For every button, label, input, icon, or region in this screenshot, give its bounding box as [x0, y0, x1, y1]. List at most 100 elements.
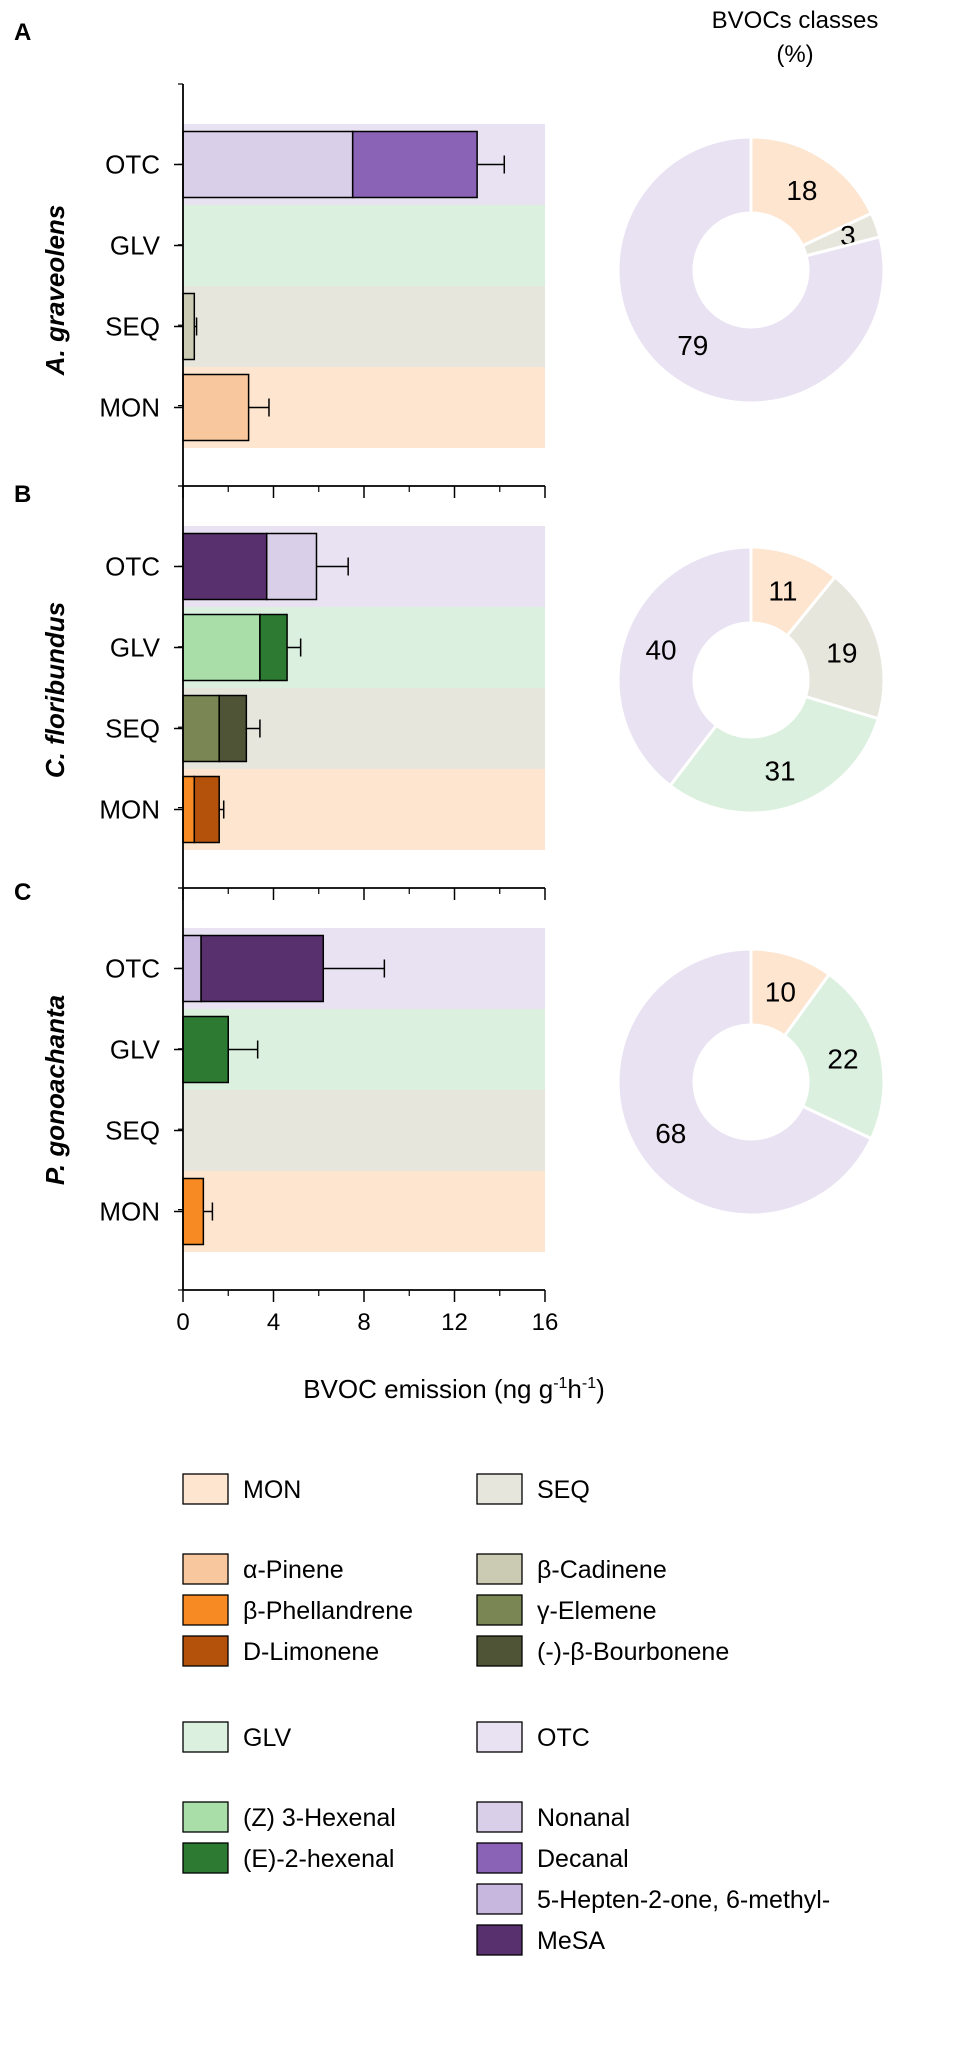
legend-item: (Z) 3-Hexenal [182, 1801, 396, 1833]
legend-item: MON [182, 1473, 301, 1505]
legend-label: (E)-2-hexenal [243, 1845, 394, 1873]
bar-segment [182, 775, 196, 844]
legend-label: 5-Hepten-2-one, 6-methyl- [537, 1886, 830, 1914]
donut-slice-label: 10 [765, 977, 796, 1008]
legend-item: D-Limonene [182, 1635, 379, 1667]
x-tick-label: 12 [441, 1309, 468, 1336]
legend-swatch [182, 1594, 229, 1626]
x-tick-label: 4 [267, 1309, 280, 1336]
legend-swatch [476, 1801, 523, 1833]
legend-label: GLV [243, 1724, 291, 1752]
legend-swatch [182, 1842, 229, 1874]
donut-slice-otc [616, 545, 753, 788]
legend-label: (-)-β-Bourbonene [537, 1638, 729, 1666]
legend-label: OTC [537, 1724, 590, 1752]
bar-segment [200, 934, 325, 1003]
bar-segment [193, 775, 220, 844]
panel-letter-a: A [14, 19, 31, 46]
category-label: SEQ [105, 1116, 160, 1146]
legend-label: Nonanal [537, 1804, 630, 1832]
donut-slice-label: 18 [786, 175, 817, 206]
legend-item: MeSA [476, 1924, 605, 1956]
x-tick-label: 16 [532, 1309, 559, 1336]
legend-swatch [476, 1594, 523, 1626]
category-label: MON [99, 1197, 160, 1227]
bar-segment [182, 934, 202, 1003]
legend-label: γ-Elemene [537, 1597, 657, 1625]
donut-b: 11 19 31 40 [616, 545, 886, 815]
species-label-c: P. gonoachanta [40, 995, 70, 1185]
legend-swatch [182, 1635, 229, 1667]
legend-item: β-Phellandrene [182, 1594, 413, 1626]
panel-letter-c: C [14, 879, 31, 906]
bar-panel-b: OTC GLV SEQ MON [99, 485, 546, 900]
band-mon [183, 769, 545, 850]
legend-item: OTC [476, 1721, 590, 1753]
band-seq [183, 286, 545, 367]
bar-segment [182, 613, 261, 682]
bar-segment [182, 1177, 205, 1246]
bar-segment [182, 1015, 229, 1084]
bar-segment [182, 292, 196, 361]
category-label: GLV [110, 1035, 161, 1065]
category-label: OTC [105, 552, 160, 582]
donut-header-line-1: BVOCs classes [712, 7, 879, 34]
donut-slice-label: 31 [764, 755, 795, 786]
band-glv [183, 205, 545, 286]
band-seq [183, 1090, 545, 1171]
donut-slice-label: 11 [768, 576, 797, 607]
legend-label: α-Pinene [243, 1556, 344, 1584]
species-label-b: C. floribundus [40, 602, 70, 778]
legend-item: γ-Elemene [476, 1594, 657, 1626]
bar-segment [182, 532, 268, 601]
legend-swatch [182, 1801, 229, 1833]
legend-item: α-Pinene [182, 1553, 344, 1585]
donut-slice-mon [749, 135, 874, 248]
donut-slice-label: 68 [655, 1118, 686, 1149]
bar-segment [218, 694, 248, 763]
bar-segment [259, 613, 288, 682]
legend-label: SEQ [537, 1476, 590, 1504]
category-label: MON [99, 795, 160, 825]
legend-swatch [182, 1721, 229, 1753]
category-label: GLV [110, 633, 161, 663]
legend-item: Nonanal [476, 1801, 630, 1833]
x-tick-label: 0 [176, 1309, 189, 1336]
category-label: SEQ [105, 714, 160, 744]
donut-header-line-2: (%) [776, 41, 813, 68]
category-label: MON [99, 393, 160, 423]
species-label-a: A. graveolens [40, 205, 70, 377]
x-tick-label: 8 [357, 1309, 370, 1336]
panel-letter-b: B [14, 481, 31, 508]
legend-item: Decanal [476, 1842, 629, 1874]
legend-label: D-Limonene [243, 1638, 379, 1666]
legend-label: MON [243, 1476, 301, 1504]
bar-panel-c: OTC GLV SEQ MON 0 4 8 12 16 [99, 887, 559, 1336]
donut-slice-label: 22 [827, 1043, 858, 1074]
donut-c: 10 22 68 [616, 947, 886, 1217]
legend-swatch [476, 1635, 523, 1667]
legend-item: β-Cadinene [476, 1553, 667, 1585]
legend-swatch [182, 1473, 229, 1505]
category-label: OTC [105, 954, 160, 984]
donut-slice-glv [668, 694, 881, 815]
bar-segment [265, 532, 318, 601]
legend-item: (E)-2-hexenal [182, 1842, 394, 1874]
legend-swatch [476, 1473, 523, 1505]
donut-slice-glv [782, 972, 886, 1141]
donut-slice-label: 19 [826, 637, 857, 668]
legend-label: β-Phellandrene [243, 1597, 413, 1625]
legend-label: β-Cadinene [537, 1556, 667, 1584]
bar-segment [182, 373, 250, 442]
donut-slice-otc [616, 135, 886, 405]
legend-label: MeSA [537, 1927, 605, 1955]
donut-slice-label: 79 [677, 330, 708, 361]
bar-segment [351, 130, 478, 199]
band-mon [183, 1171, 545, 1252]
bar-segment [182, 130, 354, 199]
legend-item: GLV [182, 1721, 291, 1753]
legend-item: 5-Hepten-2-one, 6-methyl- [476, 1883, 830, 1915]
bar-panel-a: OTC GLV SEQ MON [99, 83, 546, 498]
legend-swatch [476, 1883, 523, 1915]
